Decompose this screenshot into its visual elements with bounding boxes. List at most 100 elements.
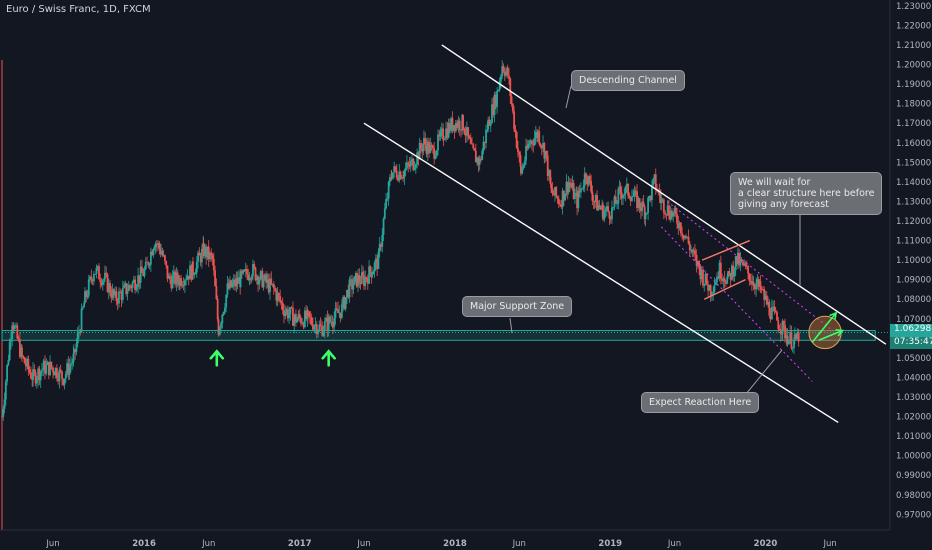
candle-body (399, 171, 402, 180)
candle-body (527, 143, 530, 149)
candle-body (18, 339, 21, 357)
countdown-tag: 07:35:47 (890, 337, 932, 349)
candle-body (471, 143, 473, 145)
candle-body (509, 78, 512, 97)
candle-body (329, 316, 331, 322)
candle-body (318, 324, 321, 331)
candle-body (691, 249, 694, 253)
candle-body (543, 143, 546, 159)
candle-body (721, 279, 724, 281)
candle-body (389, 177, 391, 183)
candle-body (501, 66, 504, 76)
candle-body (585, 173, 587, 179)
candle-body (230, 280, 233, 287)
forecast-arrow-head (835, 328, 845, 337)
candle-body (752, 281, 755, 287)
candle-body (515, 131, 518, 148)
candle-body (137, 275, 140, 287)
candle-body (672, 212, 675, 217)
candle-body (236, 278, 239, 284)
y-tick-label: 0.99000 (896, 471, 931, 481)
candle-body (209, 252, 211, 260)
candle-body (279, 295, 282, 302)
candle-body (549, 170, 552, 184)
x-tick-label: 2016 (132, 539, 156, 549)
candle-body (625, 183, 628, 187)
candle-body (398, 171, 401, 181)
candle-body (532, 143, 535, 146)
candle-body (574, 193, 576, 200)
candle-body (460, 130, 462, 131)
candle-body (127, 285, 130, 291)
candle-body (576, 192, 578, 209)
candle-body (50, 361, 53, 368)
candle-body (705, 273, 708, 285)
candle-body (407, 162, 410, 165)
candle-body (123, 284, 125, 288)
candle-body (605, 206, 608, 210)
candle-body (652, 178, 655, 186)
y-tick-label: 1.03000 (896, 393, 931, 403)
candle-body (58, 369, 61, 382)
candle-body (674, 208, 677, 215)
x-tick-label: Jun (667, 539, 681, 549)
y-tick-label: 1.17000 (896, 119, 931, 129)
candle-body (629, 197, 632, 201)
candle-body (16, 325, 19, 339)
candle-body (488, 119, 491, 126)
candle-body (275, 290, 278, 301)
candle-body (676, 214, 678, 224)
candle-body (581, 188, 584, 190)
candle-body (582, 186, 585, 189)
candle-body (32, 369, 34, 380)
candle-body (437, 134, 439, 151)
candle-body (10, 338, 12, 343)
candle-body (729, 273, 732, 280)
candle-body (641, 201, 644, 212)
candle-body (664, 212, 667, 215)
candle-body (263, 274, 266, 280)
candle-body (276, 293, 279, 301)
candle-body (95, 267, 98, 274)
y-tick-label: 1.01000 (896, 432, 931, 442)
candle-body (295, 314, 297, 323)
candle-body (330, 321, 333, 323)
candle-body (795, 334, 798, 340)
candle-body (373, 262, 376, 272)
candle-body (463, 128, 466, 134)
candle-body (529, 140, 532, 144)
y-tick-label: 1.15000 (896, 158, 931, 168)
candle-body (2, 408, 5, 417)
flag-upper-line (701, 239, 751, 261)
candle-body (61, 371, 63, 379)
y-tick-label: 1.19000 (896, 80, 931, 90)
candle-body (466, 127, 468, 136)
candle-body (528, 143, 531, 145)
candle-body (333, 317, 336, 328)
candle-body (413, 167, 416, 170)
y-tick-label: 1.18000 (896, 100, 931, 110)
candle-body (497, 89, 500, 92)
candle-body (180, 278, 182, 286)
candle-body (28, 369, 31, 373)
candle-body (682, 234, 685, 239)
candle-body (259, 271, 262, 280)
candle-body (748, 273, 751, 281)
candle-body (425, 144, 428, 155)
candle-body (374, 258, 377, 263)
channel-lower-line (363, 122, 839, 424)
candle-body (130, 286, 133, 289)
candle-body (165, 260, 168, 266)
candle-body (357, 274, 359, 287)
x-tick-label: Jun (45, 539, 59, 549)
candle-body (450, 118, 453, 131)
candle-body (545, 151, 548, 156)
candle-body (406, 162, 408, 169)
candle-body (111, 289, 114, 298)
candle-body (332, 325, 334, 328)
candle-body (647, 197, 650, 213)
candle-body (197, 252, 199, 262)
candle-body (645, 212, 648, 214)
candle-body (240, 271, 243, 274)
